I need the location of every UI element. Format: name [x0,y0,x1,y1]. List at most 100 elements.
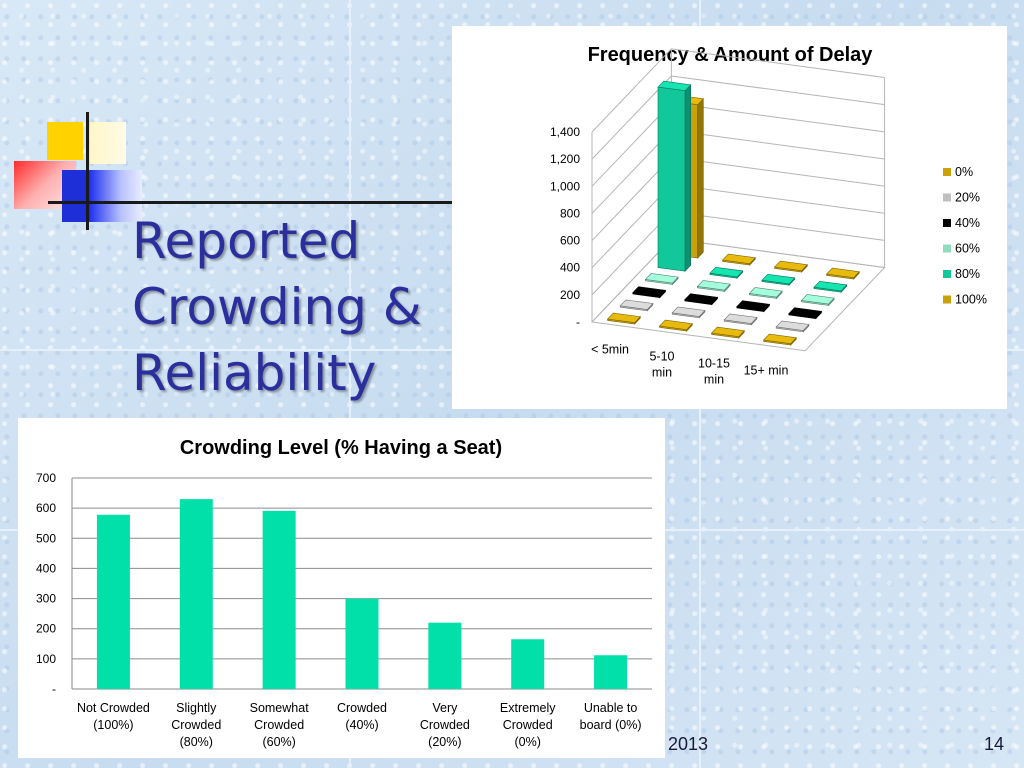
bar-front [657,86,686,272]
delay-chart: Frequency & Amount of Delay - 200 400 600 800… [452,26,1007,409]
bar [684,293,719,306]
legend: 0% 20% 40% 60% 80% 100% [943,165,987,307]
legend-swatch [943,270,951,278]
bar [813,280,848,293]
x-axis: Not Crowded (100%) Slightly Crowded (80%) Som… [77,701,642,749]
x-tick-label: Very Crowded (20%) [420,701,470,749]
bar [696,280,731,293]
back-gridline [671,129,885,160]
bar [800,294,835,307]
legend-swatch [943,193,951,202]
y-tick-label: 1,000 [550,179,580,193]
y-tick-label: 600 [560,234,580,248]
x-tick-label: Not Crowded (100%) [77,701,150,732]
back-gridline [671,75,885,106]
legend-label: 80% [955,267,980,281]
bar-top [606,312,641,324]
slide-title: Reported Crowding & Reliability [132,208,452,406]
legend-swatch [943,168,951,176]
title-line-1: Reported [132,212,361,270]
bar-top [723,313,758,324]
bar [606,312,641,325]
bar [825,267,860,280]
bar-top [736,300,771,311]
y-tick-label: 1,200 [550,152,580,166]
bar [721,253,756,266]
bar [658,319,693,332]
bar-top [813,280,848,292]
y-tick-label: 100 [36,652,56,666]
x-tick-label: < 5min [591,343,629,357]
bar-top [761,273,796,285]
y-tick-label: - [576,315,580,329]
bar-side [684,84,691,272]
floor [590,238,886,352]
bar-top [773,260,808,272]
bar-top [696,280,731,291]
legend-swatch [943,219,951,227]
y-tick-label: 300 [36,592,56,606]
bar [179,499,213,689]
bar [775,320,810,333]
bar [761,273,796,286]
bar-top [748,287,783,298]
x-tick-label: 15+ min [744,364,789,378]
page-number: 14 [984,734,1005,754]
footer-year: 2013 [668,734,709,754]
bar-top [775,320,810,331]
legend-label: 100% [955,293,987,307]
y-tick-label: 200 [36,622,56,636]
x-tick-label: Unable to board (0%) [580,701,642,732]
legend-swatch [943,295,951,304]
legend-label: 60% [955,242,980,256]
legend-swatch [943,244,951,253]
back-gridline [671,48,885,79]
bar [511,639,545,689]
bar [736,300,771,313]
bar-top [721,253,756,265]
bar [709,266,744,279]
bars [606,80,860,346]
chart-title: Frequency & Amount of Delay [588,44,874,66]
y-tick-label: 400 [36,561,56,575]
bar-top [800,294,835,305]
y-tick-label: 500 [36,531,56,545]
bar-top [657,80,692,92]
bar [644,273,679,286]
back-gridline [671,102,885,133]
bar [710,326,745,339]
title-line-2: Crowding & [132,278,422,336]
bar [345,598,379,689]
bar-top [788,307,823,318]
bar [619,299,654,312]
bar-top [710,326,745,338]
x-tick-label: Slightly Crowded (80%) [171,701,221,749]
x-tick-label: Somewhat Crowded (60%) [250,701,310,749]
crowding-chart: Crowding Level (% Having a Seat) - 100 200 3… [18,418,665,758]
bar-top [709,266,744,278]
bar-top [684,293,719,304]
bar [657,80,692,272]
back-gridline [671,211,885,241]
x-tick-label: 5-10 min [649,350,674,380]
legend-label: 0% [955,165,973,179]
bar-top [762,333,797,345]
bar [748,287,783,300]
legend-label: 40% [955,216,980,230]
back-gridline [671,184,885,214]
y-tick-label: 800 [560,206,580,220]
back-gridline [671,156,885,187]
x-tick-label: 10-15 min [698,357,730,387]
chart-title: Crowding Level (% Having a Seat) [180,437,502,459]
legend-label: 20% [955,191,980,205]
bar [671,306,706,319]
y-tick-label: 700 [36,471,56,485]
bar [96,514,130,689]
bar [428,622,462,689]
x-axis: < 5min 5-10 min 10-15 min 15+ min [591,343,788,387]
x-tick-label: Extremely Crowded (0%) [500,701,556,749]
bar-top [619,299,654,310]
title-line-3: Reliability [132,344,377,402]
bar-top [632,286,667,297]
delay-chart-svg: Frequency & Amount of Delay - 200 400 600 800… [550,44,987,387]
